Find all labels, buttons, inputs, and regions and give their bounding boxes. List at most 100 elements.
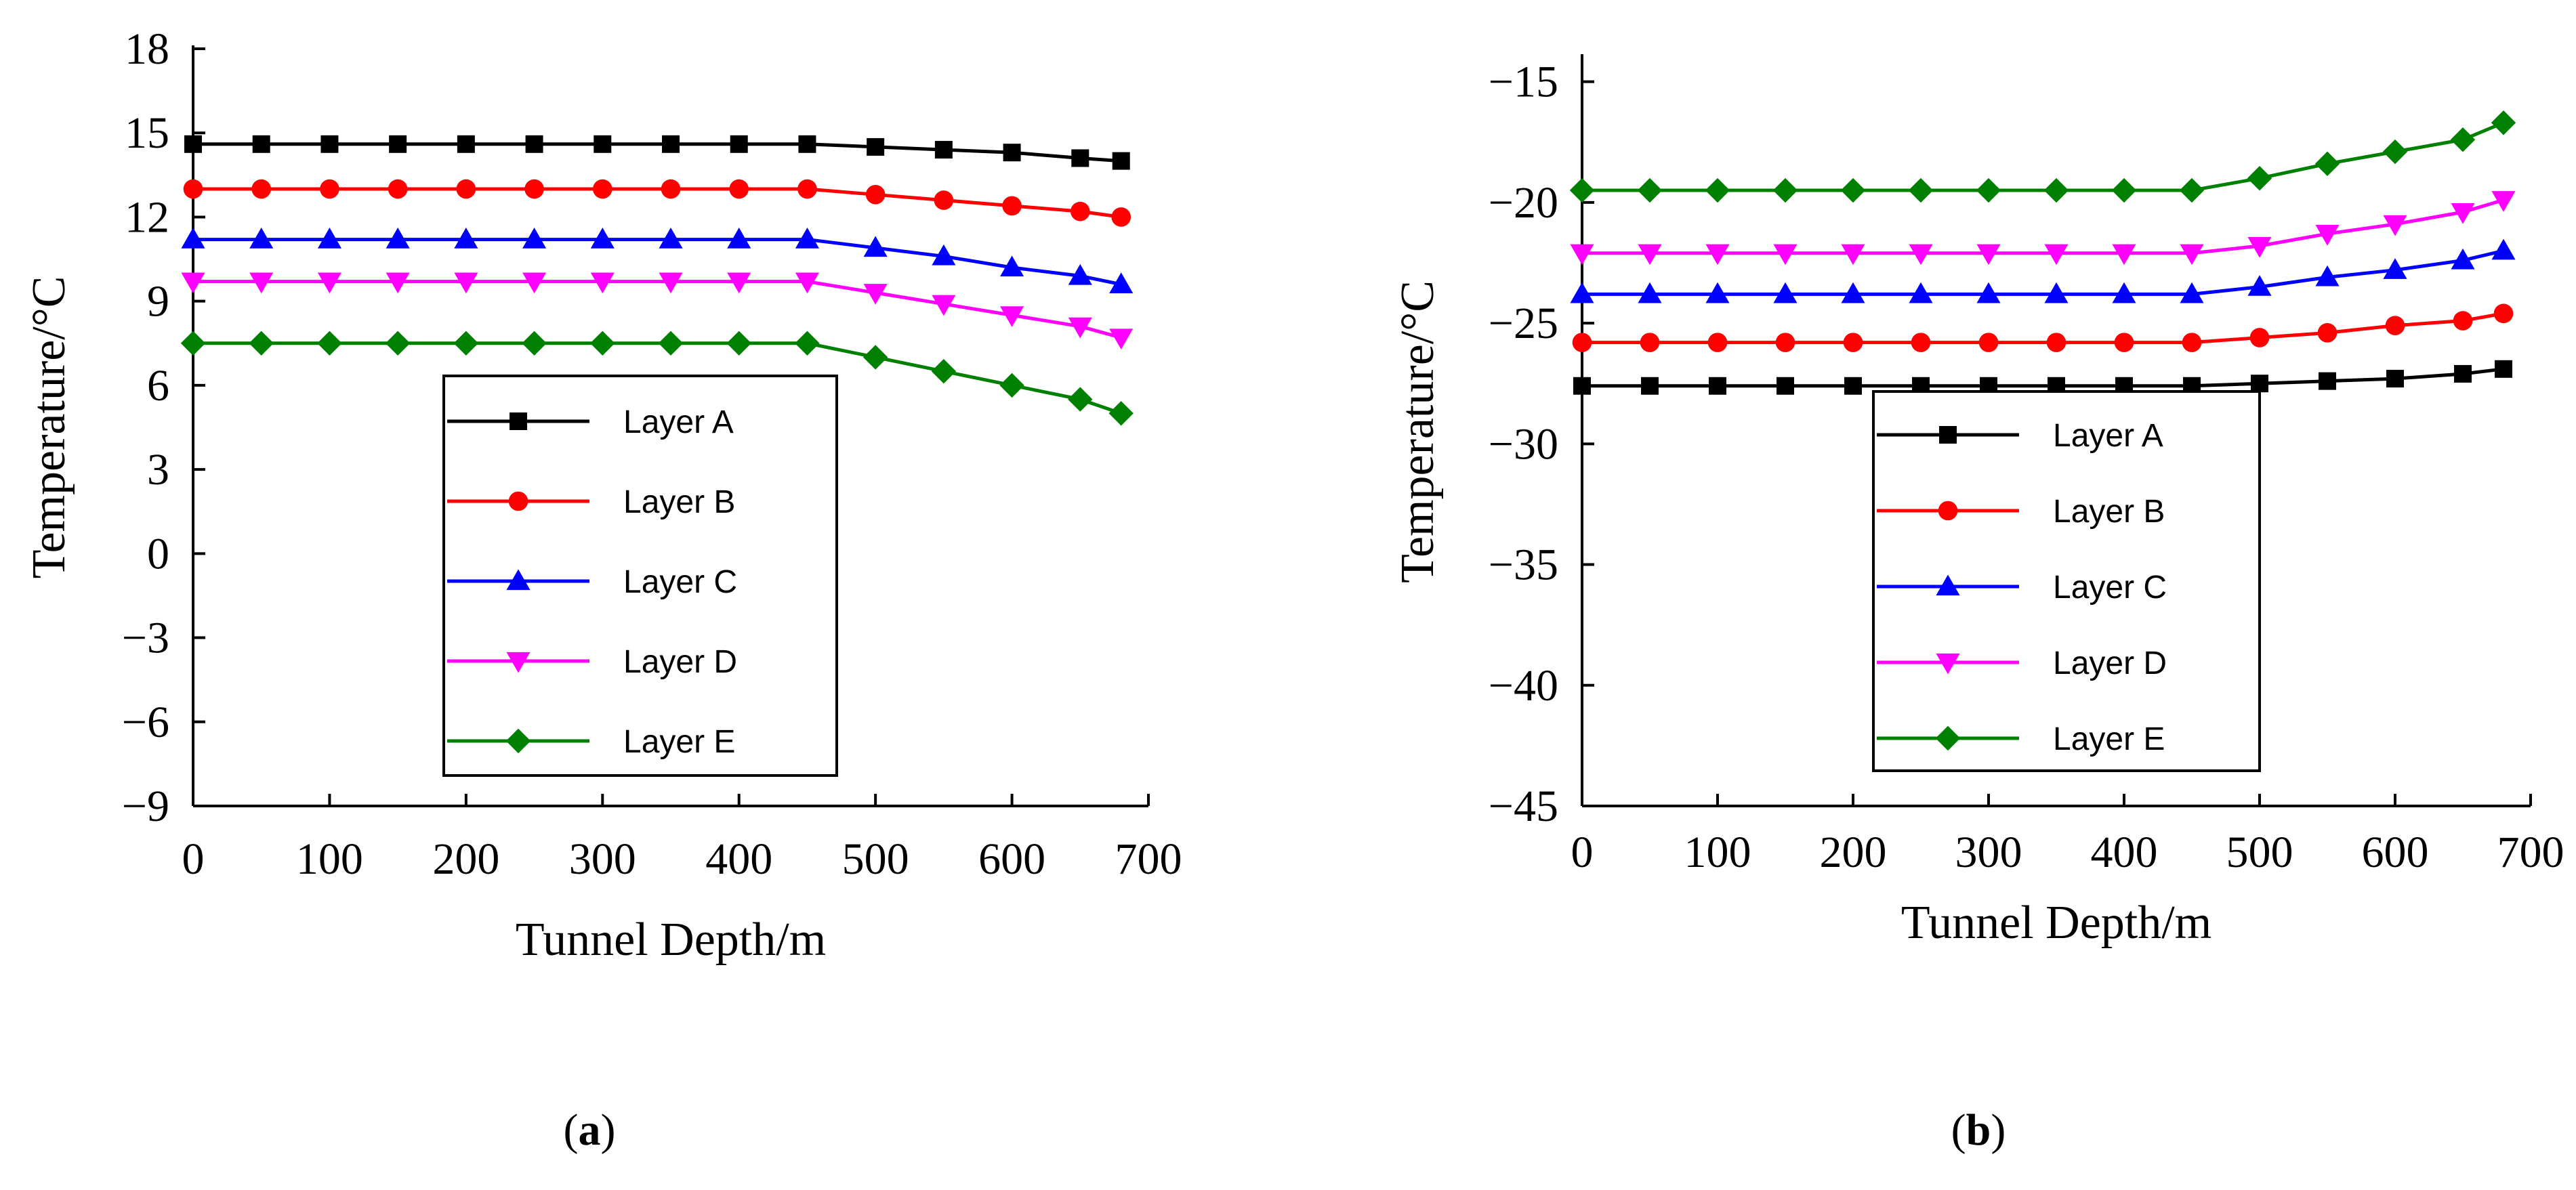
legend-item: Layer D — [1877, 645, 2167, 681]
legend-label: Layer D — [2053, 645, 2167, 681]
data-point — [1772, 177, 1798, 203]
data-point — [863, 284, 888, 305]
data-point — [2491, 191, 2516, 212]
y-tick-label: −25 — [1489, 299, 1558, 348]
series-line — [193, 280, 1122, 339]
data-point — [388, 179, 408, 199]
data-point — [1638, 282, 1662, 303]
data-point — [1109, 272, 1134, 293]
data-point — [1569, 177, 1595, 203]
data-point — [1112, 152, 1130, 170]
data-point — [386, 228, 410, 249]
data-point — [1976, 244, 2001, 265]
data-point — [1637, 177, 1663, 203]
data-point — [2044, 244, 2069, 265]
series-layer-b — [183, 179, 1131, 227]
data-point — [1068, 387, 1093, 412]
data-point — [594, 135, 612, 153]
data-point — [590, 272, 615, 294]
panel-label-close: ) — [601, 1105, 616, 1155]
data-point — [317, 331, 342, 356]
data-point — [865, 185, 886, 205]
data-point — [1573, 377, 1591, 395]
data-point — [1705, 282, 1730, 303]
legend-label: Layer C — [2053, 570, 2167, 605]
data-point — [454, 228, 478, 249]
data-point — [2454, 364, 2472, 383]
data-point — [795, 331, 820, 356]
data-point — [863, 345, 888, 370]
y-axis-title: Temperature/°C — [23, 276, 75, 579]
legend-marker — [505, 728, 531, 754]
y-tick-label: 18 — [125, 24, 169, 74]
legend-item: Layer B — [447, 484, 735, 520]
data-point — [2450, 127, 2476, 152]
data-point — [2385, 316, 2405, 335]
data-point — [386, 272, 410, 294]
data-point — [2383, 258, 2407, 279]
data-point — [659, 228, 683, 249]
y-tick-label: 15 — [125, 108, 169, 158]
legend-item: Layer A — [447, 404, 734, 440]
data-point — [1002, 196, 1022, 216]
data-point — [932, 244, 956, 265]
data-point — [1070, 201, 1090, 221]
data-point — [590, 331, 615, 356]
data-point — [2383, 215, 2407, 236]
data-point — [320, 179, 339, 199]
x-tick-label: 0 — [182, 834, 205, 884]
legend-label: Layer B — [2053, 494, 2165, 530]
data-point — [730, 135, 748, 153]
legend-label: Layer E — [2053, 721, 2165, 757]
data-point — [457, 135, 475, 153]
data-point — [727, 228, 751, 249]
x-tick-label: 200 — [1820, 828, 1887, 877]
chart-panel-a: −9 −6 −3 0 3 6 9 12 15 18 0 100 200 300 400 500 600 700 Tu… — [23, 24, 1182, 1155]
data-point — [1909, 244, 1933, 265]
panel-label: (b) — [1951, 1105, 2006, 1155]
legend-marker — [1936, 653, 1960, 675]
data-point — [1976, 282, 2001, 303]
x-tick-label: 100 — [296, 834, 363, 884]
data-point — [2247, 236, 2272, 258]
y-tick-label: −45 — [1489, 782, 1558, 831]
data-point — [249, 272, 274, 294]
panel-label: (a) — [564, 1105, 616, 1155]
data-point — [2179, 177, 2205, 203]
data-point — [2495, 360, 2512, 378]
data-point — [798, 135, 816, 153]
data-point — [1841, 282, 1865, 303]
data-point — [456, 179, 476, 199]
legend-box — [442, 375, 838, 777]
x-tick-label: 200 — [432, 834, 499, 884]
data-point — [2111, 177, 2137, 203]
legend-label: Layer A — [623, 404, 734, 440]
data-point — [2114, 333, 2134, 352]
data-point — [181, 272, 205, 294]
data-point — [931, 358, 957, 384]
y-tick-label: 3 — [147, 445, 169, 494]
data-point — [1109, 328, 1134, 350]
data-point — [524, 179, 544, 199]
y-tick-label: −30 — [1489, 419, 1558, 469]
data-point — [251, 179, 272, 199]
x-tick-label: 300 — [569, 834, 636, 884]
legend-box — [1872, 390, 2261, 772]
x-tick-label: 300 — [1955, 828, 2022, 877]
x-tick-label: 100 — [1684, 828, 1751, 877]
data-point — [1641, 377, 1659, 395]
data-point — [1976, 177, 2001, 203]
data-point — [934, 190, 954, 210]
data-point — [2315, 265, 2340, 286]
data-point — [1773, 244, 1798, 265]
panel-label-open: ( — [564, 1105, 579, 1155]
data-point — [729, 179, 749, 199]
data-point — [1773, 282, 1798, 303]
data-point — [2180, 282, 2204, 303]
data-point — [1840, 177, 1866, 203]
data-point — [1570, 282, 1594, 303]
data-point — [2491, 238, 2516, 260]
data-point — [249, 331, 274, 356]
data-point — [1707, 333, 1728, 352]
legend-label: Layer B — [623, 484, 735, 520]
